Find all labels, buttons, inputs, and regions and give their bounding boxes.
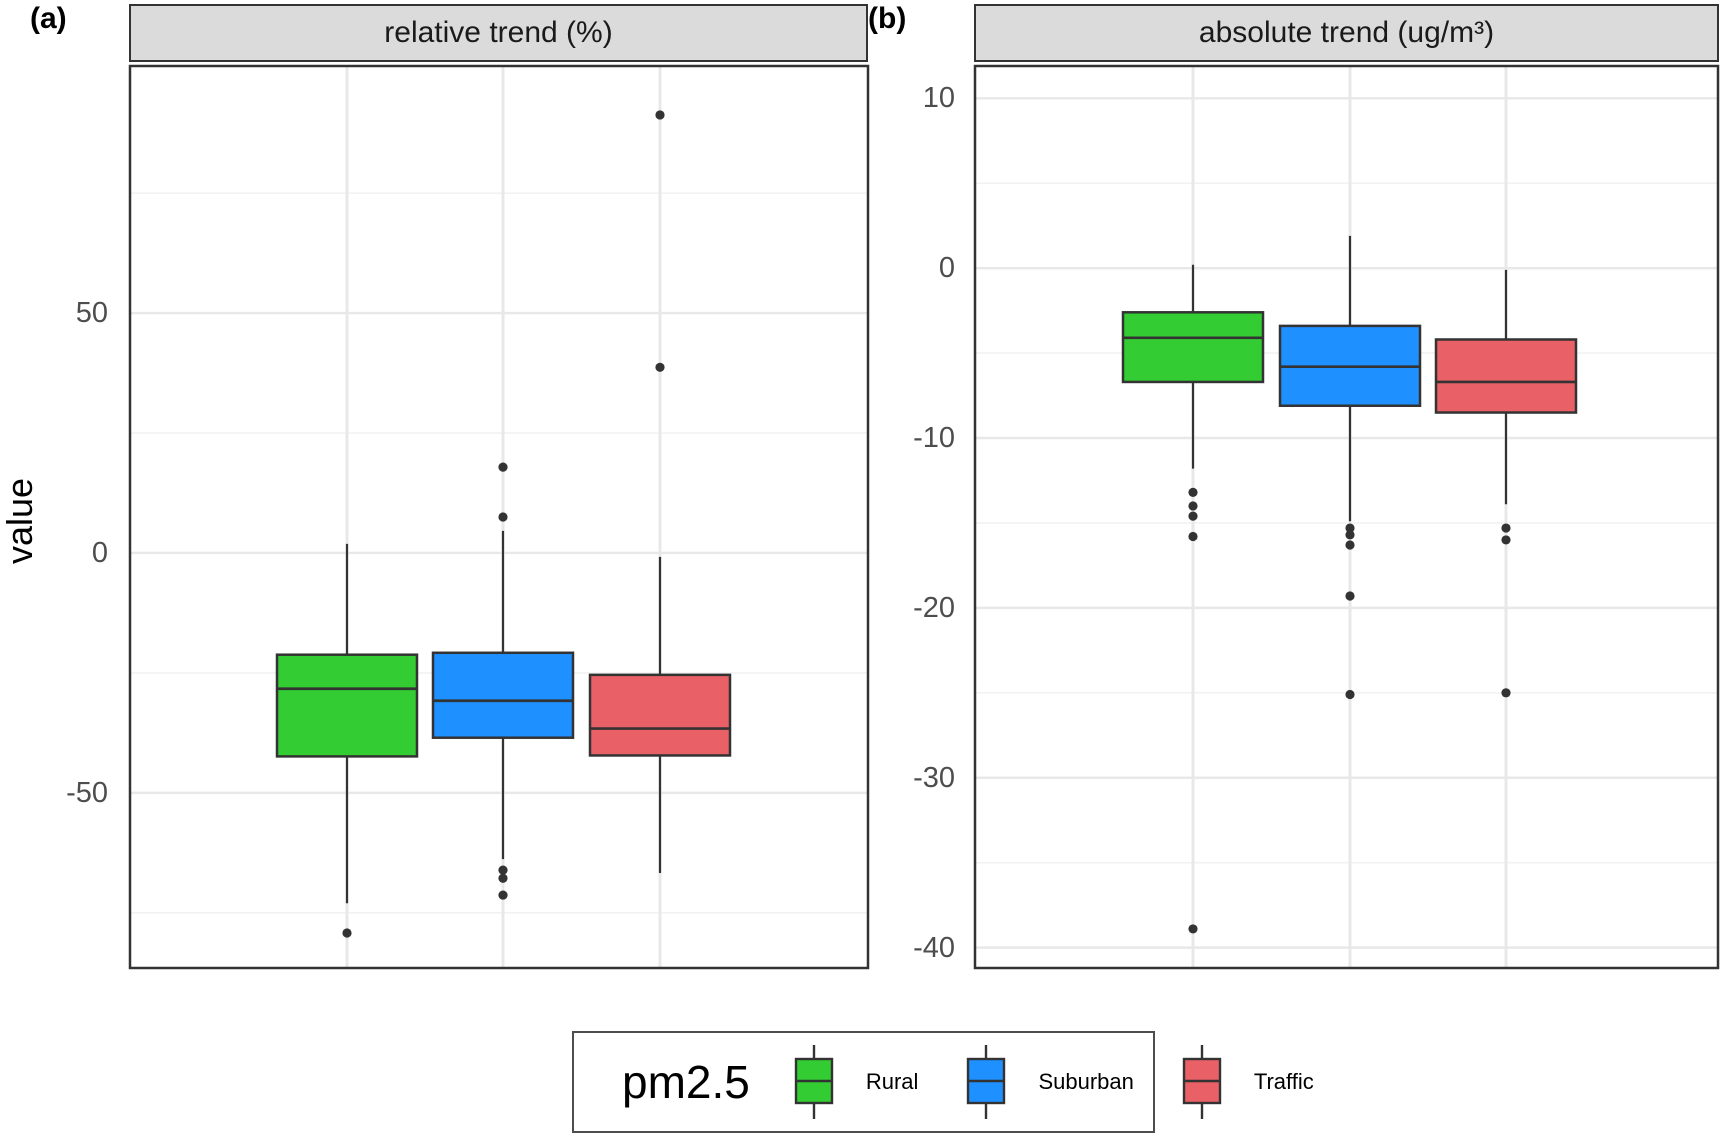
facet-tag-b: (b) <box>868 2 907 35</box>
box-traffic-a <box>588 673 732 757</box>
y-tick-label: 10 <box>922 82 955 115</box>
outlier-traffic-a <box>655 362 665 372</box>
outlier-suburban-a <box>498 512 508 522</box>
y-tick-label: -30 <box>913 761 955 794</box>
box-rural-b <box>1121 311 1265 384</box>
legend-items: Rural Suburban Traffic <box>794 1044 1362 1120</box>
legend: pm2.5 Rural Suburban Traffic <box>572 1031 1314 1133</box>
box-rural-a <box>275 653 419 758</box>
outlier-suburban-a <box>498 865 508 875</box>
outlier-traffic-b <box>1501 688 1511 698</box>
outlier-suburban-b <box>1345 591 1355 601</box>
strip-title-absolute-trend: absolute trend (ug/m³) <box>974 4 1719 62</box>
outlier-rural-b <box>1188 511 1198 521</box>
outlier-suburban-b <box>1345 540 1355 550</box>
y-tick-label: -20 <box>913 591 955 624</box>
y-tick-label: 0 <box>91 536 108 569</box>
outlier-rural-b <box>1188 531 1198 542</box>
legend-item-suburban: Suburban <box>966 1044 1134 1120</box>
facet-tag-a: (a) <box>30 2 67 35</box>
box-suburban-a <box>431 651 575 739</box>
y-tick-label: 0 <box>938 252 955 285</box>
outlier-traffic-b <box>1501 523 1511 533</box>
legend-label-traffic: Traffic <box>1253 1069 1314 1094</box>
legend-label-suburban: Suburban <box>1038 1069 1134 1094</box>
legend-boxplot-glyph-suburban <box>967 1045 1006 1119</box>
outlier-traffic-a <box>655 110 665 120</box>
legend-title: pm2.5 <box>622 1056 750 1108</box>
outlier-suburban-a <box>498 462 508 472</box>
outlier-rural-b <box>1188 487 1198 497</box>
panel-border-b <box>973 64 1720 970</box>
outlier-rural-b <box>1188 924 1198 934</box>
panel-border-a <box>128 64 870 970</box>
y-tick-label: -50 <box>66 776 108 809</box>
y-tick-label: 50 <box>75 297 108 330</box>
outlier-suburban-b <box>1345 689 1355 700</box>
outlier-suburban-b <box>1345 523 1355 533</box>
outlier-rural-b <box>1188 501 1198 511</box>
y-tick-label: -10 <box>913 422 955 454</box>
outlier-rural-a <box>342 928 352 938</box>
legend-label-rural: Rural <box>865 1069 919 1094</box>
strip-title-relative-trend: relative trend (%) <box>129 4 868 62</box>
legend-boxplot-glyph-rural <box>794 1045 834 1119</box>
outlier-suburban-a <box>498 890 508 900</box>
legend-item-traffic: Traffic <box>1182 1044 1314 1120</box>
y-tick-label: -40 <box>913 931 955 964</box>
box-traffic-b <box>1434 338 1578 414</box>
legend-boxplot-glyph-traffic <box>1182 1045 1222 1119</box>
outlier-traffic-b <box>1501 535 1511 545</box>
legend-item-rural: Rural <box>794 1044 919 1120</box>
outlier-suburban-a <box>498 873 508 883</box>
outlier-suburban-b <box>1345 530 1355 540</box>
